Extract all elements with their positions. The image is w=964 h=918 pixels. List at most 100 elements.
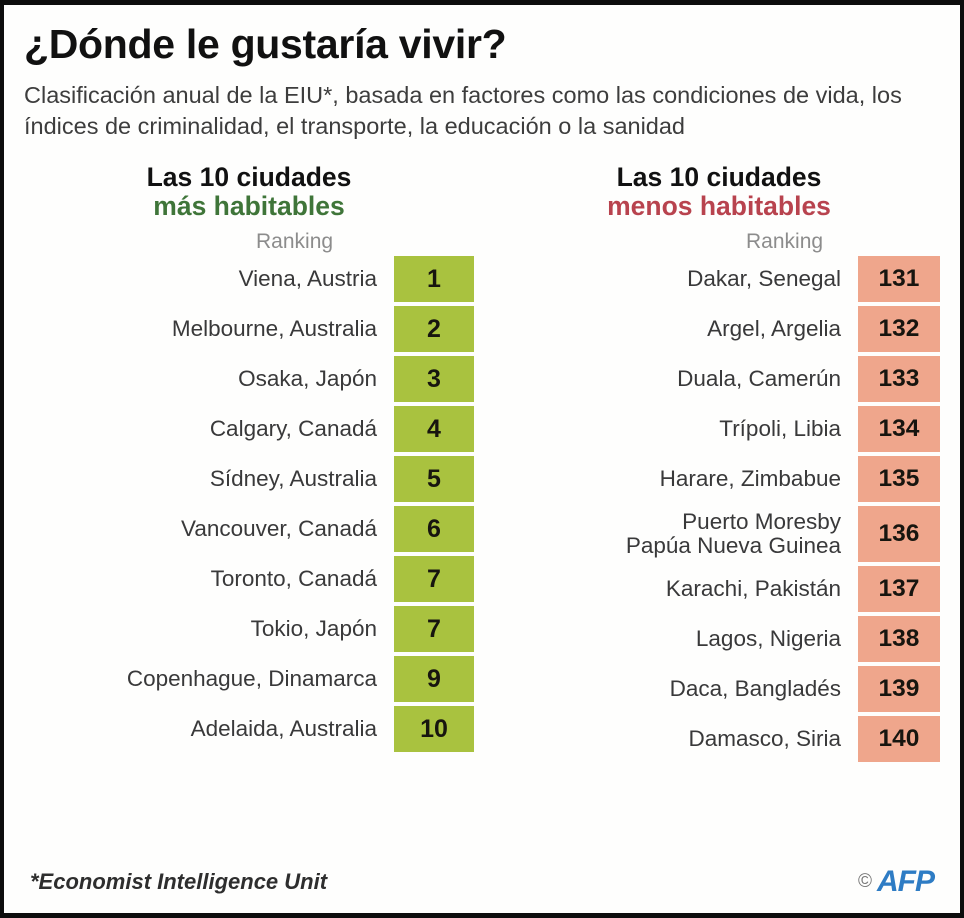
afp-logo: AFP [877,865,935,898]
table-row: Copenhague, Dinamarca 9 [24,655,474,702]
table-row: Argel, Argelia 132 [498,305,940,352]
city-line: Argel, Argelia [707,315,841,341]
rank-badge: 4 [394,405,474,452]
table-row: Karachi, Pakistán 137 [498,565,940,612]
rank-badge: 2 [394,305,474,352]
rank-badge: 140 [858,715,940,762]
rank-badge: 5 [394,455,474,502]
rank-badge: 6 [394,505,474,552]
most-livable-column: Las 10 ciudades más habitables Ranking V… [24,163,482,766]
table-row: Osaka, Japón 3 [24,355,474,402]
rank-badge: 9 [394,655,474,702]
city-line: Sídney, Australia [209,465,377,491]
table-row: Sídney, Australia 5 [24,455,474,502]
rank-badge: 7 [394,555,474,602]
page-title: ¿Dónde le gustaría vivir? [24,21,507,67]
city-label: Lagos, Nigeria [498,625,858,651]
table-row: Vancouver, Canadá 6 [24,505,474,552]
source-note: *Economist Intelligence Unit [30,869,328,894]
least-livable-rows: Dakar, Senegal 131 Argel, Argelia 132 Du… [498,255,940,766]
city-label: Daca, Bangladés [498,676,858,701]
agency-credit: © AFP [858,865,935,899]
rank-badge: 1 [394,255,474,302]
table-row: Viena, Austria 1 [24,255,474,302]
least-livable-rank-label: Ranking [746,229,824,253]
city-label: Puerto Moresby Papúa Nueva Guinea [498,508,858,558]
city-line: Karachi, Pakistán [665,575,841,601]
city-line: Calgary, Canadá [209,415,377,441]
city-line: Copenhague, Dinamarca [126,665,377,691]
city-line: Duala, Camerún [677,365,841,391]
table-row: Duala, Camerún 133 [498,355,940,402]
city-label: Karachi, Pakistán [498,575,858,601]
table-row: Toronto, Canadá 7 [24,555,474,602]
city-line: Vancouver, Canadá [181,515,377,541]
city-label: Adelaida, Australia [24,715,394,741]
city-label: Toronto, Canadá [24,565,394,591]
city-label: Tokio, Japón [24,615,394,641]
most-livable-heading: Las 10 ciudades más habitables [24,163,474,221]
city-line: Osaka, Japón [238,365,377,391]
city-line: Harare, Zimbabue [659,465,841,491]
city-line: Lagos, Nigeria [695,625,841,651]
most-livable-heading-line2: más habitables [153,191,345,222]
table-row: Lagos, Nigeria 138 [498,615,940,662]
city-line: Toronto, Canadá [210,565,377,591]
city-label: Trípoli, Libia [498,415,858,441]
footer: *Economist Intelligence Unit © AFP [4,855,960,913]
most-livable-rank-label: Ranking [256,229,334,253]
table-row: Damasco, Siria 140 [498,715,940,762]
city-label: Copenhague, Dinamarca [24,665,394,691]
city-line: Dakar, Senegal [687,265,841,291]
city-line: Viena, Austria [238,265,377,291]
city-line: Tokio, Japón [250,615,377,641]
rank-badge: 131 [858,255,940,302]
city-label: Sídney, Australia [24,465,394,491]
city-line: Puerto Moresby [682,508,841,534]
ranking-columns: Las 10 ciudades más habitables Ranking V… [4,163,960,766]
city-label: Dakar, Senegal [498,265,858,291]
most-livable-heading-line1: Las 10 ciudades [146,162,352,193]
city-label: Osaka, Japón [24,365,394,391]
city-label: Vancouver, Canadá [24,515,394,541]
rank-badge: 133 [858,355,940,402]
least-livable-column: Las 10 ciudades menos habitables Ranking… [482,163,940,766]
most-livable-rows: Viena, Austria 1 Melbourne, Australia 2 … [24,255,474,756]
city-label: Melbourne, Australia [24,315,394,341]
page-subtitle: Clasificación anual de la EIU*, basada e… [24,82,902,139]
header: ¿Dónde le gustaría vivir? Clasificación … [4,5,960,141]
least-livable-heading-line2: menos habitables [607,191,831,222]
least-livable-heading-line1: Las 10 ciudades [616,162,822,193]
rank-badge: 7 [394,605,474,652]
city-line: Adelaida, Australia [190,715,377,741]
rank-badge: 10 [394,705,474,752]
table-row: Adelaida, Australia 10 [24,705,474,752]
rank-badge: 137 [858,565,940,612]
table-row: Trípoli, Libia 134 [498,405,940,452]
city-line: Melbourne, Australia [171,315,377,341]
table-row: Tokio, Japón 7 [24,605,474,652]
city-label: Viena, Austria [24,265,394,291]
city-label: Calgary, Canadá [24,415,394,441]
city-line-secondary: Papúa Nueva Guinea [625,532,841,558]
rank-badge: 132 [858,305,940,352]
rank-badge: 134 [858,405,940,452]
city-label: Duala, Camerún [498,365,858,391]
rank-badge: 135 [858,455,940,502]
city-line: Trípoli, Libia [719,415,841,441]
table-row: Dakar, Senegal 131 [498,255,940,302]
table-row: Puerto Moresby Papúa Nueva Guinea 136 [498,505,940,562]
least-livable-heading: Las 10 ciudades menos habitables [498,163,940,221]
table-row: Calgary, Canadá 4 [24,405,474,452]
rank-badge: 138 [858,615,940,662]
table-row: Melbourne, Australia 2 [24,305,474,352]
city-label: Damasco, Siria [498,725,858,751]
rank-badge: 136 [858,505,940,562]
table-row: Harare, Zimbabue 135 [498,455,940,502]
copyright-icon: © [858,871,872,892]
city-label: Harare, Zimbabue [498,465,858,491]
table-row: Daca, Bangladés 139 [498,665,940,712]
rank-badge: 139 [858,665,940,712]
city-line: Damasco, Siria [688,725,841,751]
